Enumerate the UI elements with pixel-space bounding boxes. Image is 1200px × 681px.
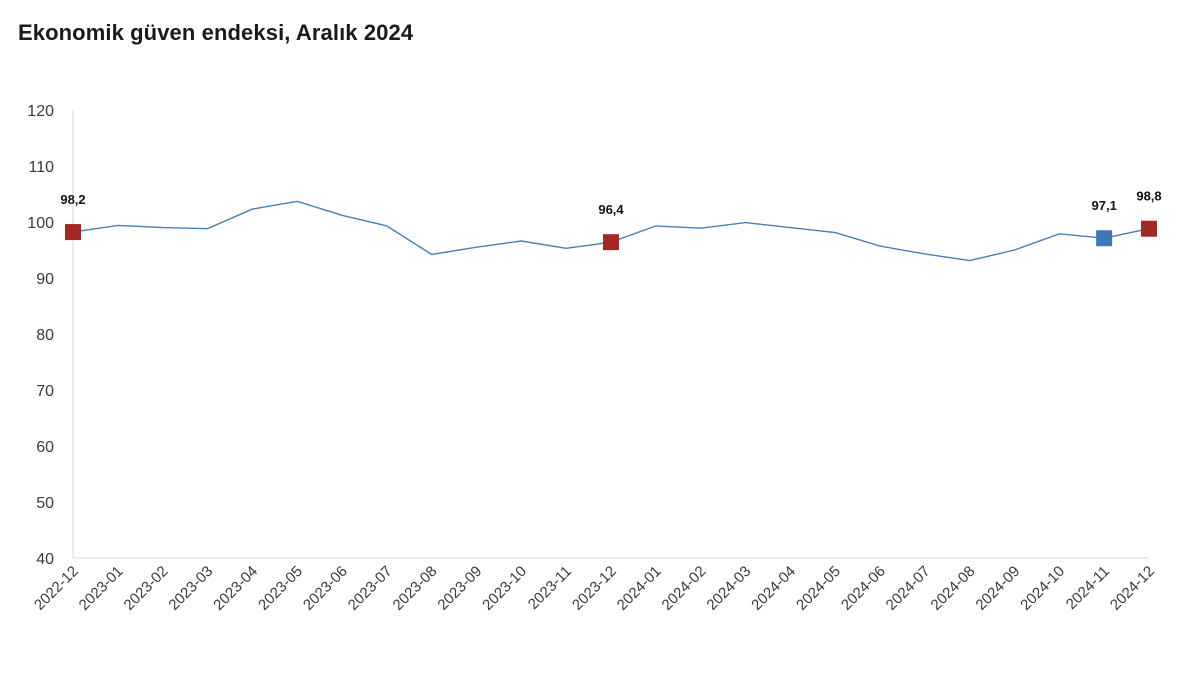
x-tick-label: 2024-09 (972, 563, 1023, 614)
x-tick-label: 2023-11 (525, 563, 575, 613)
x-tick-label: 2024-05 (793, 563, 844, 614)
y-tick-label: 60 (36, 439, 54, 456)
x-tick-label: 2023-08 (390, 563, 441, 614)
y-tick-label: 40 (36, 551, 54, 568)
data-point-marker (1141, 220, 1157, 237)
x-tick-label: 2022-12 (31, 563, 82, 614)
y-tick-label: 70 (36, 383, 54, 400)
x-tick-label: 2023-06 (300, 563, 351, 614)
x-tick-label: 2024-01 (614, 563, 665, 614)
x-tick-label: 2023-01 (76, 563, 127, 614)
x-tick-label: 2023-09 (434, 563, 485, 614)
y-tick-label: 90 (36, 271, 54, 288)
chart-title: Ekonomik güven endeksi, Aralık 2024 (18, 20, 414, 45)
data-label: 98,2 (60, 192, 85, 207)
y-tick-label: 110 (28, 159, 54, 176)
data-point-marker (65, 224, 81, 241)
data-point-marker (1096, 230, 1113, 247)
x-axis-ticks: 2022-122023-012023-022023-032023-042023-… (31, 563, 1158, 614)
x-tick-label: 2023-02 (121, 563, 172, 614)
data-label: 96,4 (598, 202, 624, 217)
x-tick-label: 2023-12 (569, 563, 620, 614)
x-tick-label: 2024-02 (659, 563, 710, 614)
data-labels: 98,2 96,4 97,1 98,8 (60, 189, 1161, 217)
x-tick-label: 2024-04 (748, 563, 799, 614)
y-axis-ticks: 40 50 60 70 80 90 100 110 120 (27, 103, 54, 568)
highlight-markers (65, 220, 1157, 251)
x-tick-label: 2024-03 (703, 563, 754, 614)
data-label: 97,1 (1092, 198, 1117, 213)
data-label: 98,8 (1136, 189, 1161, 204)
x-tick-label: 2023-10 (479, 563, 530, 614)
x-tick-label: 2023-04 (210, 563, 261, 614)
x-tick-label: 2024-06 (838, 563, 889, 614)
x-tick-label: 2024-08 (928, 563, 979, 614)
y-tick-label: 120 (27, 103, 54, 120)
x-tick-label: 2023-03 (165, 563, 216, 614)
y-tick-label: 50 (36, 495, 54, 512)
x-tick-label: 2023-05 (255, 563, 306, 614)
x-tick-label: 2024-07 (883, 563, 934, 614)
data-point-marker (603, 234, 619, 251)
x-tick-label: 2024-12 (1107, 563, 1158, 614)
x-tick-label: 2024-11 (1063, 563, 1113, 613)
x-tick-label: 2023-07 (345, 563, 396, 614)
y-tick-label: 100 (27, 215, 54, 232)
y-tick-label: 80 (36, 327, 54, 344)
x-tick-label: 2024-10 (1017, 563, 1068, 614)
